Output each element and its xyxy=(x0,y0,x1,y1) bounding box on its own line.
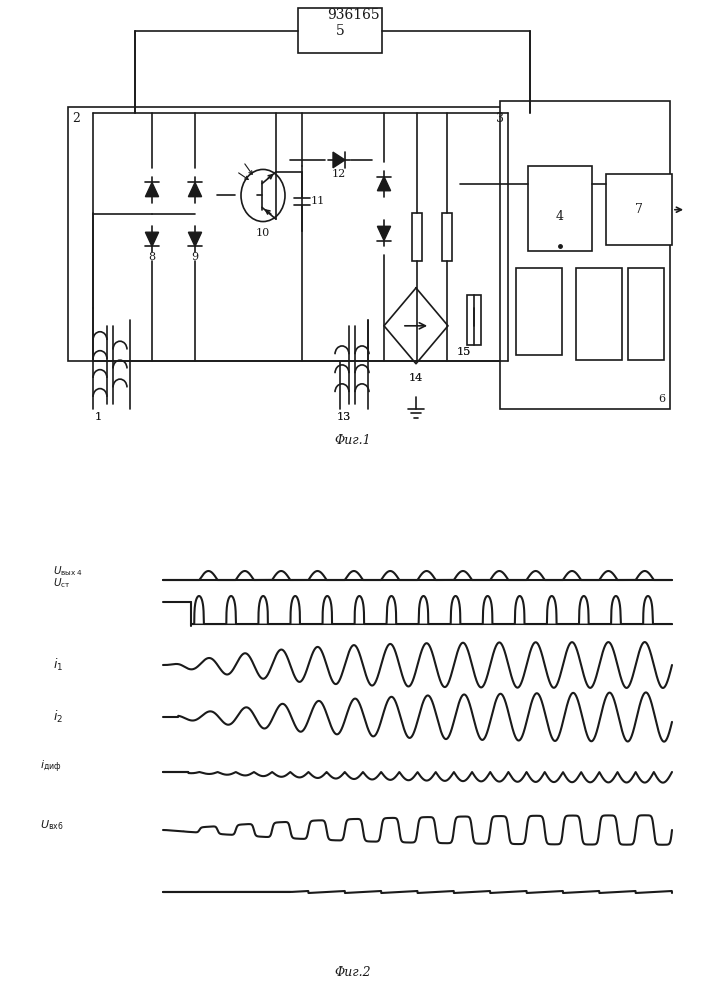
Bar xyxy=(298,8,382,53)
Text: 13: 13 xyxy=(337,412,351,422)
Text: Φиг.2: Φиг.2 xyxy=(334,966,371,978)
Text: $U_{\rm вх6}$: $U_{\rm вх6}$ xyxy=(40,818,64,832)
Bar xyxy=(68,107,508,361)
Text: $U_{\rm ст}$: $U_{\rm ст}$ xyxy=(53,576,71,590)
Bar xyxy=(412,213,422,261)
Text: 1: 1 xyxy=(95,412,102,422)
Bar xyxy=(500,101,670,409)
Polygon shape xyxy=(146,182,158,197)
Text: 8: 8 xyxy=(148,252,156,262)
Text: $i_2$: $i_2$ xyxy=(53,709,63,725)
Bar xyxy=(528,166,592,251)
Text: $i_1$: $i_1$ xyxy=(53,657,63,673)
Polygon shape xyxy=(333,152,345,168)
Text: 14: 14 xyxy=(409,373,423,383)
Text: 2: 2 xyxy=(72,112,80,125)
Text: 11: 11 xyxy=(311,196,325,206)
Text: 1: 1 xyxy=(95,412,102,422)
Polygon shape xyxy=(146,232,158,246)
Text: Φиг.1: Φиг.1 xyxy=(334,434,371,447)
Text: 6: 6 xyxy=(658,394,665,404)
Polygon shape xyxy=(378,226,390,241)
Text: 3: 3 xyxy=(496,112,504,125)
Text: 12: 12 xyxy=(332,169,346,179)
Bar xyxy=(606,174,672,245)
Polygon shape xyxy=(188,182,201,197)
Text: 15: 15 xyxy=(457,347,471,357)
Text: 4: 4 xyxy=(556,210,564,223)
Text: 10: 10 xyxy=(256,228,270,238)
Bar xyxy=(516,268,562,355)
Bar xyxy=(467,295,481,345)
Text: 15: 15 xyxy=(457,347,471,357)
Bar xyxy=(442,213,452,261)
Text: 14: 14 xyxy=(409,373,423,383)
Text: 7: 7 xyxy=(635,203,643,216)
Text: $i_{\rm диф}$: $i_{\rm диф}$ xyxy=(40,759,62,775)
Bar xyxy=(576,268,622,360)
Polygon shape xyxy=(378,177,390,191)
Polygon shape xyxy=(188,232,201,246)
Bar xyxy=(628,268,664,360)
Text: 9: 9 xyxy=(192,252,199,262)
Text: 13: 13 xyxy=(337,412,351,422)
Text: $U_{\rm вых\,4}$: $U_{\rm вых\,4}$ xyxy=(53,564,82,578)
Text: 5: 5 xyxy=(336,24,344,38)
Text: 936165: 936165 xyxy=(327,8,380,22)
